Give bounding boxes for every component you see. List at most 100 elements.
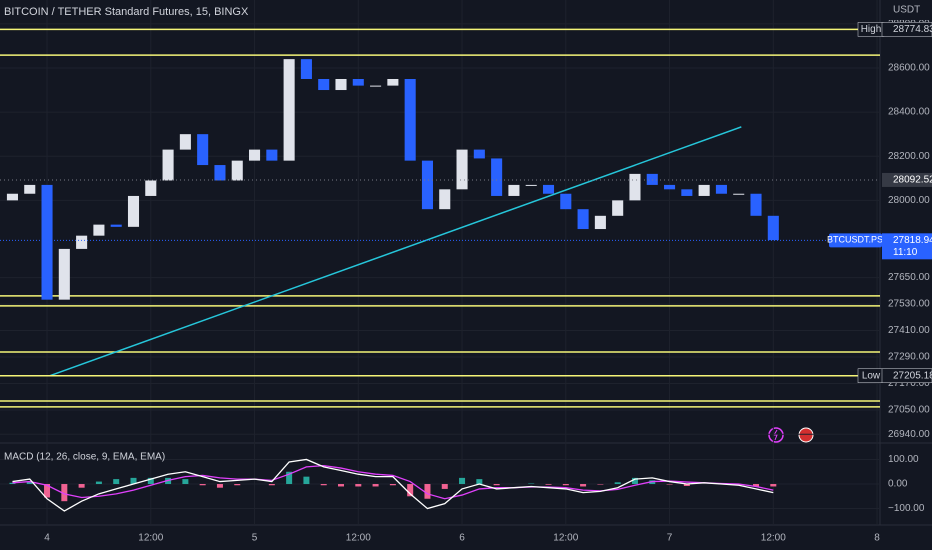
- candle-body: [508, 184, 520, 196]
- candle-body: [629, 173, 641, 201]
- histogram-bar: [44, 484, 51, 498]
- y-tick-label: 28200.00: [888, 151, 930, 162]
- histogram-bar: [614, 482, 621, 485]
- candle-body: [318, 78, 330, 91]
- histogram-bar: [424, 484, 431, 499]
- candle-body: [93, 224, 105, 236]
- candle-body: [387, 78, 399, 86]
- x-tick-label: 7: [667, 533, 673, 544]
- histogram-bar: [562, 484, 569, 486]
- histogram-bar: [493, 484, 500, 486]
- y-tick-label: 26940.00: [888, 429, 930, 440]
- y-tick-label: 27530.00: [888, 299, 930, 310]
- candle-body: [145, 180, 157, 196]
- histogram-bar: [683, 484, 690, 486]
- indicator-title: MACD (12, 26, close, 9, EMA, EMA): [4, 452, 165, 463]
- last-price: 27818.94: [893, 235, 932, 246]
- y-tick-label: 100.00: [888, 454, 919, 465]
- histogram-bar: [753, 484, 760, 487]
- x-tick-label: 8: [874, 533, 880, 544]
- candle-body: [542, 184, 555, 194]
- histogram-bar: [182, 479, 189, 485]
- y-tick-label: 27050.00: [888, 405, 930, 416]
- candle-body: [750, 193, 762, 216]
- y-tick-label: 28600.00: [888, 63, 930, 74]
- macd-line: [12, 458, 774, 512]
- candle-body: [24, 184, 36, 194]
- histogram-bar: [631, 477, 638, 485]
- candle-body: [473, 149, 485, 159]
- histogram-bar: [338, 484, 345, 487]
- candle-body: [733, 193, 745, 195]
- flag-icon[interactable]: [798, 427, 814, 443]
- histogram-bar: [199, 484, 206, 486]
- candle-body: [6, 193, 18, 201]
- y-tick-label: 27170.00: [888, 378, 930, 389]
- histogram-bar: [303, 476, 310, 485]
- candle-body: [646, 173, 658, 185]
- candle-body: [110, 224, 122, 227]
- level-value-box: [881, 368, 932, 383]
- x-tick-label: 12:00: [346, 533, 371, 544]
- candle-body: [266, 149, 278, 161]
- candle-body: [664, 184, 676, 190]
- level-name: Low: [862, 370, 881, 381]
- histogram-bar: [476, 479, 483, 485]
- y-tick-label: 0.00: [888, 479, 908, 490]
- candle-body: [214, 165, 226, 181]
- y-tick-label: 28400.00: [888, 107, 930, 118]
- candle-body: [421, 160, 433, 210]
- candle-body: [352, 78, 364, 86]
- histogram-bar: [61, 484, 68, 502]
- histogram-bar: [216, 484, 223, 488]
- trend-line: [49, 126, 742, 377]
- unit-bg: [881, 0, 932, 20]
- alert-icon[interactable]: [768, 427, 784, 443]
- marker-value: 28092.52: [893, 175, 932, 186]
- candle-body: [162, 149, 174, 181]
- candle-body: [300, 59, 312, 79]
- symbol-label: BTCUSDT.PS: [827, 235, 883, 245]
- histogram-bar: [78, 484, 85, 488]
- level-value: 28774.83: [893, 24, 932, 35]
- candle-body: [698, 184, 710, 196]
- alert-icon-bolt: [773, 429, 778, 441]
- level-value-box: [881, 22, 932, 37]
- symbol-box: [829, 233, 882, 248]
- candle-body: [41, 184, 53, 300]
- signal-line: [12, 464, 774, 500]
- y-tick-label: 27410.00: [888, 325, 930, 336]
- last-price-box: [882, 233, 932, 260]
- x-tick-label: 5: [252, 533, 258, 544]
- histogram-bar: [147, 477, 154, 485]
- countdown: 11:10: [893, 247, 918, 258]
- unit-label: USDT: [893, 5, 920, 16]
- candle-body: [283, 59, 295, 161]
- candle-body: [231, 160, 243, 181]
- histogram-bar: [441, 484, 448, 489]
- chart-title: BITCOIN / TETHER Standard Futures, 15, B…: [4, 6, 249, 18]
- y-tick-label: −100.00: [888, 503, 925, 514]
- histogram-bar: [545, 484, 552, 485]
- candle-body: [179, 134, 191, 150]
- level-value: 27205.18: [893, 370, 932, 381]
- x-tick-label: 12:00: [761, 533, 786, 544]
- y-tick-label: 28000.00: [888, 195, 930, 206]
- candle-body: [491, 158, 503, 196]
- histogram-bar: [407, 484, 414, 497]
- histogram-bar: [95, 481, 102, 485]
- candle-body: [612, 200, 624, 216]
- histogram-bar: [459, 477, 466, 485]
- candle-body: [58, 248, 70, 300]
- candle-body: [767, 215, 779, 241]
- x-tick-label: 4: [44, 533, 50, 544]
- histogram-bar: [113, 479, 120, 485]
- candle-body: [594, 215, 606, 230]
- icons: [768, 427, 814, 443]
- level-name: High: [861, 24, 882, 35]
- histogram-bar: [372, 484, 379, 487]
- candle-body: [456, 149, 468, 190]
- histogram-bar: [234, 484, 241, 486]
- candle-body: [560, 193, 572, 210]
